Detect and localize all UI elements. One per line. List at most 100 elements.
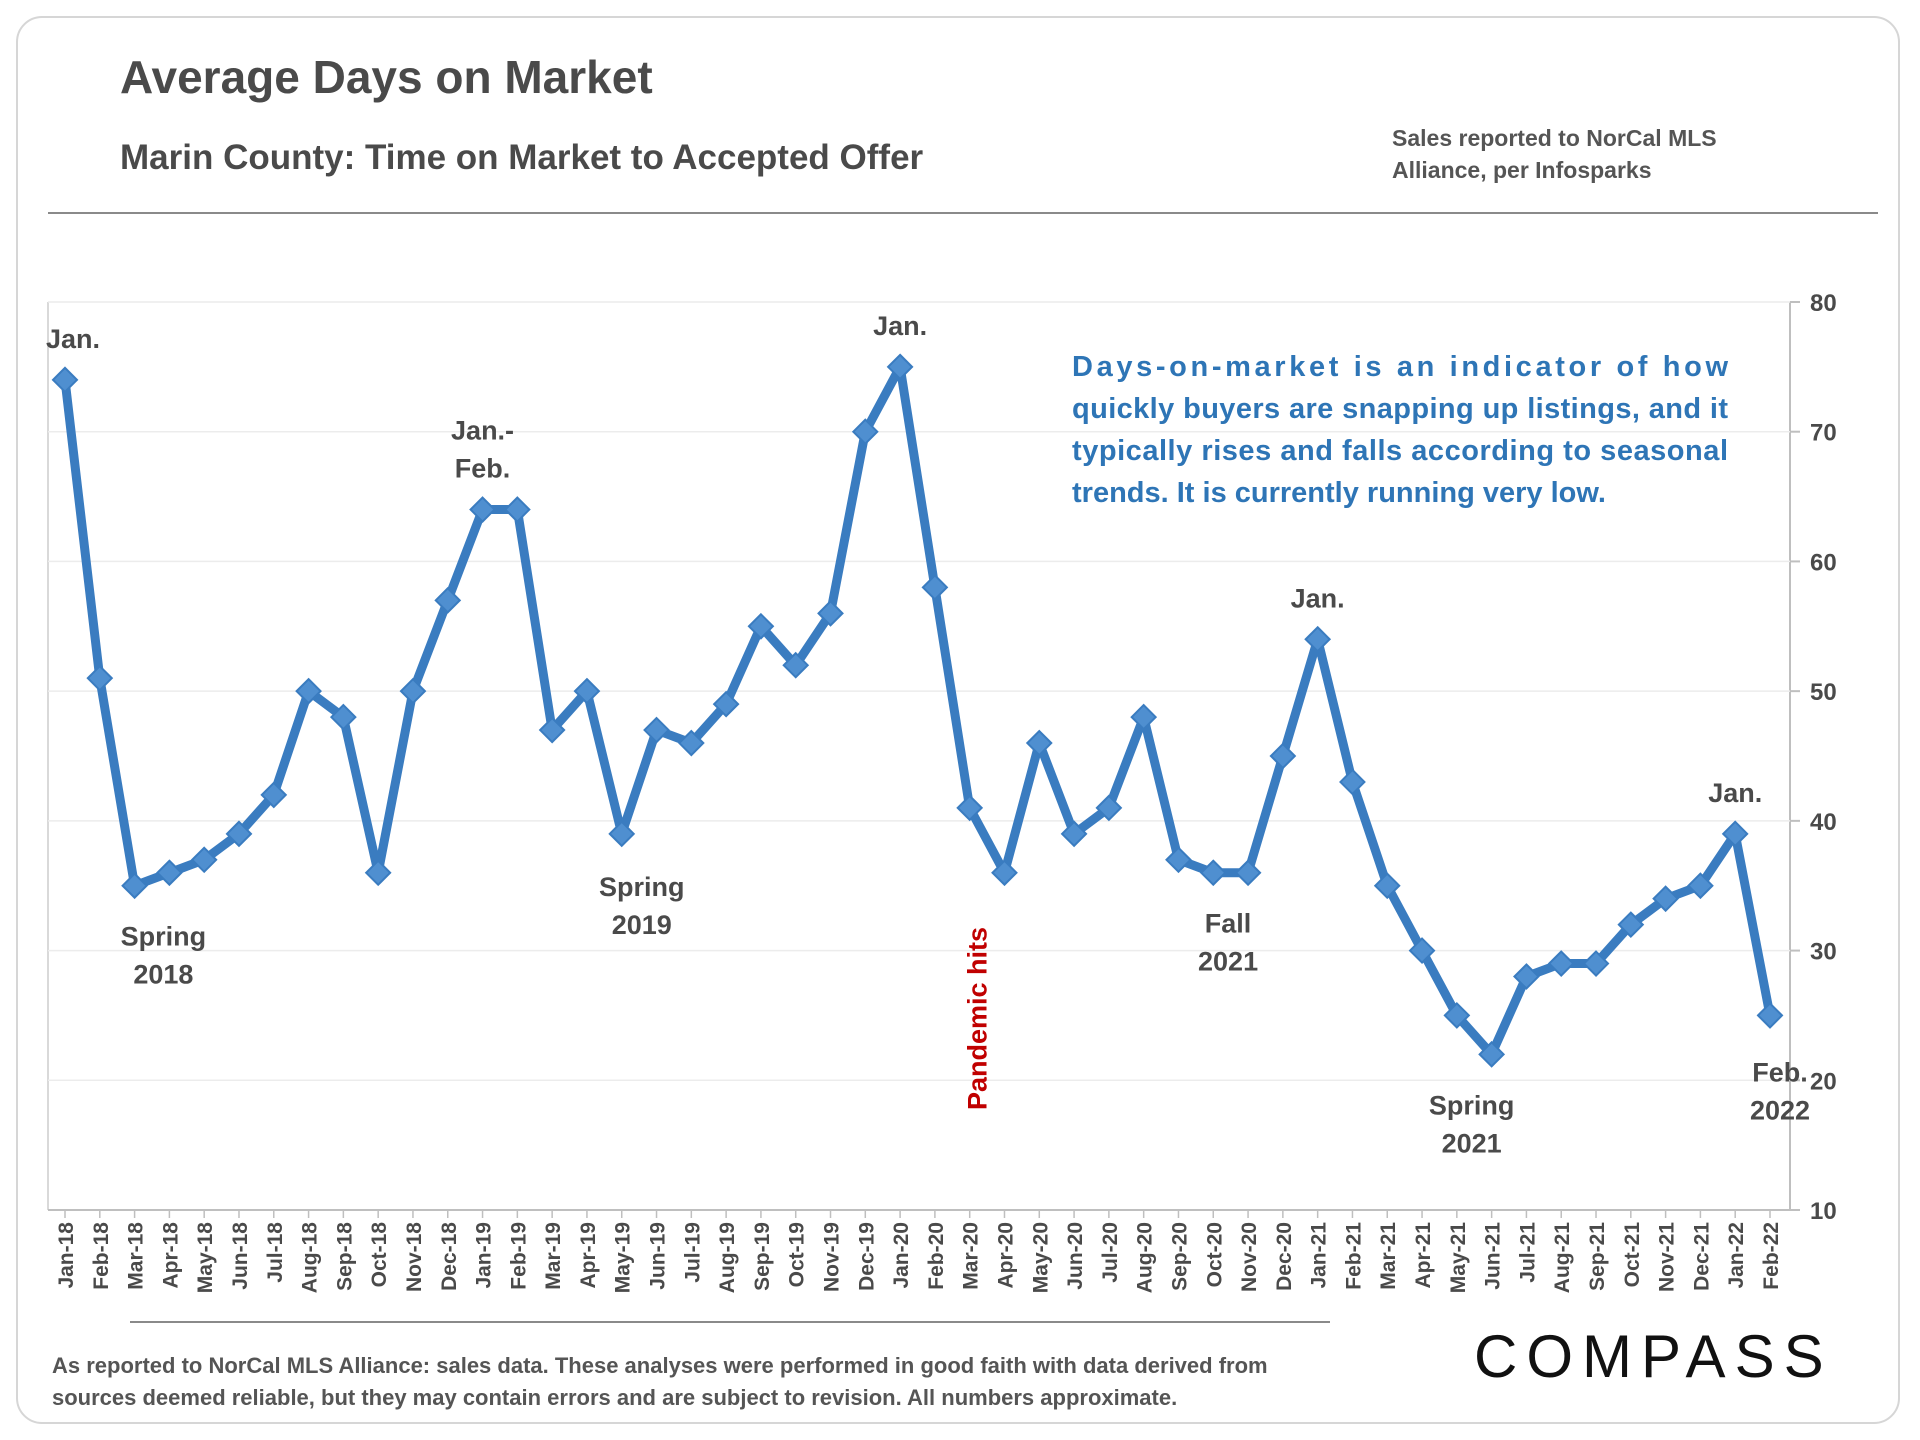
x-tick-label: Apr-20 <box>994 1222 1017 1289</box>
x-tick-label: Aug-18 <box>299 1222 322 1293</box>
x-tick-label: Aug-20 <box>1134 1222 1157 1293</box>
x-tick-label: Nov-21 <box>1656 1222 1679 1292</box>
y-tick-label: 20 <box>1810 1068 1837 1095</box>
x-tick-label: Jan-19 <box>473 1222 496 1289</box>
annotation-label: 2018 <box>133 960 193 990</box>
data-point <box>399 677 427 705</box>
disclaimer-line-1: As reported to NorCal MLS Alliance: sale… <box>52 1353 1268 1378</box>
data-point <box>747 612 775 640</box>
x-tick-label: Mar-21 <box>1377 1222 1400 1290</box>
data-point <box>155 859 183 887</box>
data-point <box>1443 1002 1471 1029</box>
x-tick-label: Sep-18 <box>333 1222 356 1291</box>
data-point <box>1513 963 1540 990</box>
x-tick-label: Sep-20 <box>1168 1222 1191 1291</box>
annotation-label: 2021 <box>1198 947 1258 977</box>
data-point <box>643 716 670 744</box>
y-tick-label: 10 <box>1810 1198 1837 1225</box>
x-tick-label: Feb-21 <box>1342 1222 1365 1290</box>
annotation-label: Jan. <box>1708 778 1762 808</box>
x-tick-label: Dec-19 <box>855 1222 878 1291</box>
x-tick-label: Jun-20 <box>1064 1222 1087 1290</box>
x-tick-label: Jun-21 <box>1482 1222 1505 1290</box>
data-point <box>121 872 149 900</box>
x-tick-label: Jan-21 <box>1308 1222 1331 1289</box>
data-point <box>1165 846 1192 874</box>
data-point <box>1478 1040 1506 1068</box>
data-point <box>1373 872 1401 900</box>
x-tick-label: Apr-18 <box>159 1222 182 1289</box>
x-tick-label: Jun-19 <box>647 1222 670 1290</box>
data-point <box>1095 794 1123 822</box>
data-point <box>573 677 601 705</box>
data-point <box>608 820 636 848</box>
note-line: quickly buyers are snapping up listings,… <box>1072 393 1728 425</box>
data-point <box>1339 768 1366 796</box>
data-point <box>1060 820 1088 848</box>
x-tick-label: Apr-19 <box>577 1222 600 1289</box>
header-divider <box>48 212 1878 214</box>
disclaimer: As reported to NorCal MLS Alliance: sale… <box>52 1350 1452 1414</box>
data-point <box>434 586 462 614</box>
pandemic-label: Pandemic hits <box>962 927 992 1110</box>
x-tick-label: Oct-18 <box>368 1222 391 1288</box>
data-point <box>329 703 357 731</box>
x-tick-label: Mar-20 <box>960 1222 983 1290</box>
data-point <box>991 859 1018 887</box>
x-tick-label: Jan-22 <box>1725 1222 1748 1289</box>
data-point <box>1025 729 1053 757</box>
annotation-label: Jan. <box>46 324 100 354</box>
x-tick-label: Feb-19 <box>507 1222 530 1290</box>
data-point <box>469 496 496 523</box>
data-point <box>51 366 79 394</box>
x-tick-label: Oct-20 <box>1203 1222 1226 1287</box>
data-point <box>1756 1002 1784 1029</box>
x-tick-label: Jul-20 <box>1099 1222 1122 1283</box>
x-tick-label: Dec-18 <box>438 1222 461 1291</box>
data-point <box>1304 625 1332 653</box>
annotation-label: Fall <box>1205 909 1252 939</box>
note-line: Days-on-market is an indicator of how <box>1072 351 1728 383</box>
x-tick-label: Oct-19 <box>786 1222 809 1287</box>
x-tick-label: Jul-19 <box>681 1222 704 1283</box>
data-point <box>956 794 984 822</box>
data-point <box>1721 820 1749 848</box>
y-tick-label: 40 <box>1810 809 1837 836</box>
data-point <box>921 573 949 601</box>
x-tick-label: Mar-18 <box>125 1222 148 1290</box>
x-tick-label: Sep-19 <box>751 1222 774 1291</box>
x-tick-label: Feb-18 <box>90 1222 113 1290</box>
annotation-label: Jan. <box>1291 583 1345 613</box>
data-point <box>538 716 566 744</box>
data-point <box>1547 950 1575 977</box>
data-point <box>503 496 531 523</box>
x-tick-label: Jan-18 <box>55 1222 78 1289</box>
x-tick-label: May-19 <box>612 1222 635 1293</box>
x-tick-label: Jul-18 <box>264 1222 287 1283</box>
data-point <box>1130 703 1158 731</box>
data-point <box>712 690 740 718</box>
x-tick-label: Nov-18 <box>403 1222 426 1292</box>
x-tick-label: Jul-21 <box>1516 1222 1539 1283</box>
data-point <box>817 599 844 627</box>
data-point <box>1582 950 1610 977</box>
annotation-label: Spring <box>121 922 207 952</box>
y-tick-label: 80 <box>1810 290 1837 317</box>
x-tick-label: Feb-20 <box>925 1222 948 1290</box>
y-tick-label: 30 <box>1810 939 1837 966</box>
annotation-label: Feb. <box>1752 1057 1808 1087</box>
source-line-1: Sales reported to NorCal MLS <box>1392 125 1717 151</box>
data-point <box>225 820 253 848</box>
annotation-label: Spring <box>599 872 685 902</box>
page-subtitle: Marin County: Time on Market to Accepted… <box>120 138 924 177</box>
y-tick-label: 70 <box>1810 420 1837 447</box>
x-tick-label: Dec-21 <box>1690 1222 1713 1291</box>
page-title: Average Days on Market <box>120 51 653 103</box>
data-point <box>1234 859 1262 887</box>
annotation-label: 2022 <box>1750 1095 1810 1125</box>
data-point <box>190 846 218 874</box>
x-tick-label: May-20 <box>1029 1222 1052 1293</box>
x-tick-label: Dec-20 <box>1273 1222 1296 1291</box>
data-point <box>782 651 810 679</box>
